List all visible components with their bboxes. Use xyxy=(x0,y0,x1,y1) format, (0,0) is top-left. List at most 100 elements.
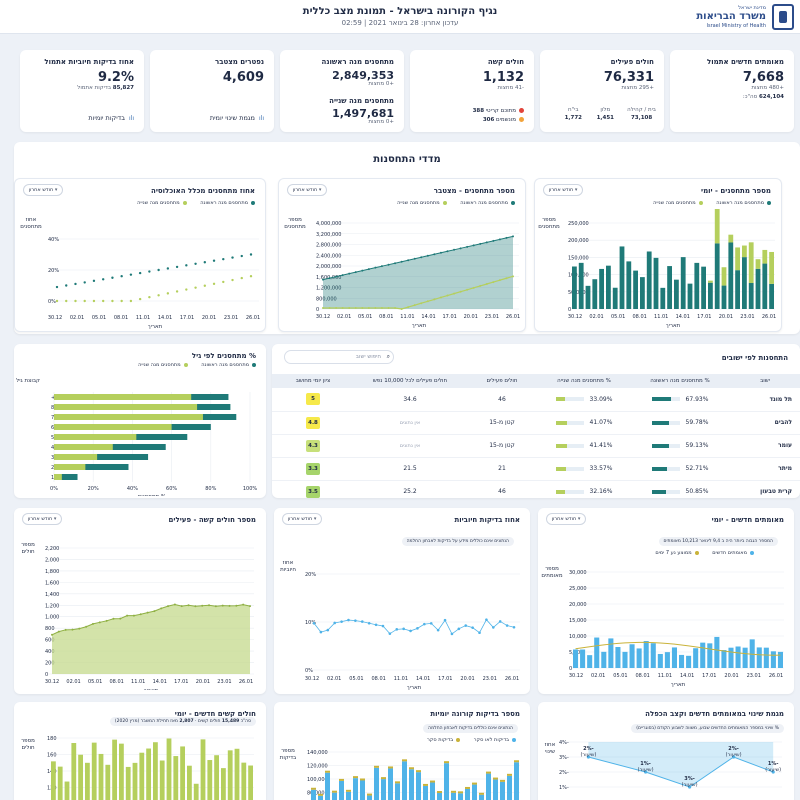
point-dose1 xyxy=(367,268,370,271)
critical-dot-icon xyxy=(519,108,524,113)
y-tick-label: -4% xyxy=(559,740,569,746)
point-dose1 xyxy=(322,278,324,281)
daily-tests-link[interactable]: בדיקות יומיות xyxy=(88,114,134,122)
chart-legend: מתחסנים מנה ראשונה מתחסנים מנה שנייה xyxy=(385,200,515,206)
bar-dose2 xyxy=(748,242,754,284)
range-dropdown[interactable]: חודש אחרון xyxy=(23,184,63,196)
positive-point xyxy=(409,629,412,633)
stat-card-confirmed[interactable]: מאומתים חדשים אתמול 7,668 +480 מחצות 624… xyxy=(670,50,794,132)
stat-card-vaccinated[interactable]: מתחסנים מנה ראשונה 2,849,353 +0 מחצות מת… xyxy=(280,50,404,132)
point-dose2 xyxy=(433,298,436,301)
bar-confirmed xyxy=(573,649,579,668)
point-dose1 xyxy=(74,282,77,286)
score-badge: 4.3 xyxy=(306,439,320,452)
bar-dose1 xyxy=(694,262,700,309)
y-axis-title: מספר xyxy=(21,738,35,744)
range-dropdown[interactable]: חודש אחרון xyxy=(287,184,327,196)
point-dose2 xyxy=(185,288,188,291)
range-dropdown[interactable]: חודש אחרון xyxy=(22,513,62,525)
x-tick-label: 14.01 xyxy=(676,314,690,320)
table-row[interactable]: להבים 59.78% 41.07% קטן מ-15 אין נתונים 4.8 xyxy=(272,411,800,435)
bar-tests xyxy=(507,775,512,800)
trend-label: -1% xyxy=(768,761,779,767)
score-badge: 5 xyxy=(306,393,320,406)
y-tick-label: 180 xyxy=(47,736,57,742)
stat-value: 2,849,353 xyxy=(332,69,394,82)
severe-point xyxy=(132,614,135,617)
daily-change-link[interactable]: מגמת שינוי יומית xyxy=(210,114,264,122)
x-tick-label: 40% xyxy=(127,486,138,492)
point-dose2 xyxy=(453,292,456,295)
bar-confirmed xyxy=(728,647,734,668)
city-search-input[interactable]: ⌕ חיפוש ישוב xyxy=(284,350,394,364)
stat-card-severe[interactable]: חולים קשה 1,132 -41 מחצות מתוכם קריטי 38… xyxy=(410,50,534,132)
ventilated-line: מונשמים 306 xyxy=(483,117,524,123)
bar-survey-tests xyxy=(332,790,337,793)
bar-dose1 xyxy=(599,268,604,309)
stat-delta: +295 מחצות xyxy=(621,85,654,91)
bar-confirmed xyxy=(650,643,656,668)
col-dose2[interactable]: % מתחסנים מנה שנייה xyxy=(538,374,630,388)
x-tick-label: 02.01 xyxy=(591,673,605,679)
positive-point xyxy=(471,626,474,629)
bar-dose1 xyxy=(721,285,727,309)
positive-point xyxy=(395,628,399,631)
x-tick-label: 02.01 xyxy=(66,679,80,685)
y-tick-label: 0 xyxy=(569,666,572,672)
y-axis-title: מספר xyxy=(288,217,302,223)
positive-point xyxy=(457,627,461,631)
table-row[interactable]: מיתר 52.71% 33.57% 21 21.5 3.3 xyxy=(272,457,800,481)
col-city[interactable]: ישוב xyxy=(730,374,800,388)
bar-dose2 xyxy=(54,434,137,440)
chart-title: חולים קשים חדשים - יומי xyxy=(174,710,256,718)
x-tick-label: 80% xyxy=(205,486,216,492)
y-tick-label: 1,200 xyxy=(45,603,59,609)
table-row[interactable]: עומר 59.13% 41.41% קטן מ-15 אין נתונים 4.3 xyxy=(272,434,800,458)
stat-card-positive[interactable]: אחוז בדיקות חיוביות אתמול 9.2% 85,827 בד… xyxy=(20,50,144,132)
stat-card-deaths[interactable]: נפטרים מצטבר 4,609 מגמת שינוי יומית xyxy=(150,50,274,132)
cell-dose1: 67.93% xyxy=(630,388,730,412)
bar-dose1 xyxy=(633,270,638,309)
bar-dose1 xyxy=(646,251,652,309)
y-tick-label: 600 xyxy=(45,638,55,644)
y-axis-title: חולים xyxy=(21,744,35,751)
bar-dose1 xyxy=(640,277,645,309)
col-active[interactable]: חולים פעילים xyxy=(466,374,538,388)
col-per10k[interactable]: חולים פעילים לכל 10,000 נפש xyxy=(354,374,466,388)
point-dose1 xyxy=(492,239,495,242)
positive-point xyxy=(429,622,433,625)
point-dose1 xyxy=(240,254,243,258)
stat-card-active[interactable]: חולים פעילים 76,331 +295 מחצות בית / קהי… xyxy=(540,50,664,132)
stat-label-second: מתחסנים מנה שנייה xyxy=(329,97,394,105)
point-dose2 xyxy=(505,277,508,280)
bar-new-severe xyxy=(64,781,70,800)
point-dose1 xyxy=(92,279,96,283)
table-row[interactable]: קרית טבעון 50.85% 32.16% 46 25.2 3.5 xyxy=(272,480,800,498)
bar-confirmed xyxy=(601,651,607,668)
trend-sublabel: (שיעור) xyxy=(580,752,596,758)
bar-dose1 xyxy=(680,257,686,309)
chart-title: % מתחסנים לפי גיל xyxy=(191,352,256,360)
stat-value: 1,132 xyxy=(482,70,524,85)
bar-tests xyxy=(325,772,330,800)
bar-new-severe xyxy=(180,746,185,800)
col-score[interactable]: ציון יומי מחושב xyxy=(272,374,354,388)
col-dose1[interactable]: % מתחסנים מנה ראשונה xyxy=(630,374,730,388)
severe-point xyxy=(194,605,197,608)
point-dose1 xyxy=(439,251,442,254)
bar-dose2 xyxy=(742,245,747,258)
bar-survey-tests xyxy=(444,761,449,764)
bar-survey-tests xyxy=(346,789,351,792)
bar-dose2 xyxy=(762,249,768,264)
chart-card-cumulative-vaccinated: מספר מתחסנים - מצטבר חודש אחרון מתחסנים … xyxy=(278,178,526,332)
point-dose1 xyxy=(453,248,456,251)
x-tick-label: 05.01 xyxy=(613,673,627,679)
range-dropdown[interactable]: חודש אחרון xyxy=(543,184,583,196)
range-dropdown[interactable]: חודש אחרון xyxy=(282,513,322,525)
y-tick-label: 0% xyxy=(48,299,56,305)
point-dose2 xyxy=(380,307,383,309)
trend-label: -2% xyxy=(583,746,594,752)
range-dropdown[interactable]: חודש אחרון xyxy=(546,513,586,525)
ministry-logo[interactable]: מדינת ישראל משרד הבריאות Israel Ministry… xyxy=(664,4,794,30)
table-row[interactable]: תל מונד 67.93% 33.09% 46 34.6 5 xyxy=(272,388,800,412)
